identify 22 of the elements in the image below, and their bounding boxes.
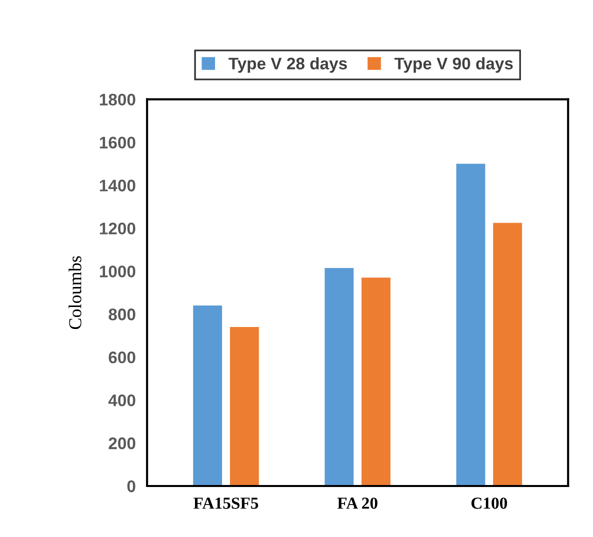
bar <box>456 164 486 486</box>
bar <box>362 278 390 486</box>
y-tick-label: 1400 <box>100 180 136 192</box>
y-tick-label: 200 <box>108 437 136 450</box>
bar <box>193 306 222 486</box>
bar <box>230 327 259 486</box>
x-tick-label: FA 20 <box>337 498 378 509</box>
y-tick-label: 1600 <box>100 136 136 149</box>
y-tick-label: 400 <box>108 394 136 406</box>
bar <box>493 222 522 486</box>
x-tick-label: FA15SF5 <box>194 498 258 509</box>
y-tick-label: 600 <box>108 352 136 364</box>
y-tick-label: 1000 <box>100 266 136 278</box>
legend-label: Type V 28 days <box>228 57 347 73</box>
x-tick-label: C100 <box>471 498 508 509</box>
y-axis-title: Coloumbs <box>68 256 82 330</box>
legend-label: Type V 90 days <box>394 57 513 73</box>
y-tick-label: 1800 <box>100 94 136 106</box>
y-tick-label: 800 <box>108 308 136 320</box>
bar <box>324 268 354 486</box>
y-tick-label: 0 <box>127 480 136 492</box>
y-tick-label: 1200 <box>100 222 136 234</box>
